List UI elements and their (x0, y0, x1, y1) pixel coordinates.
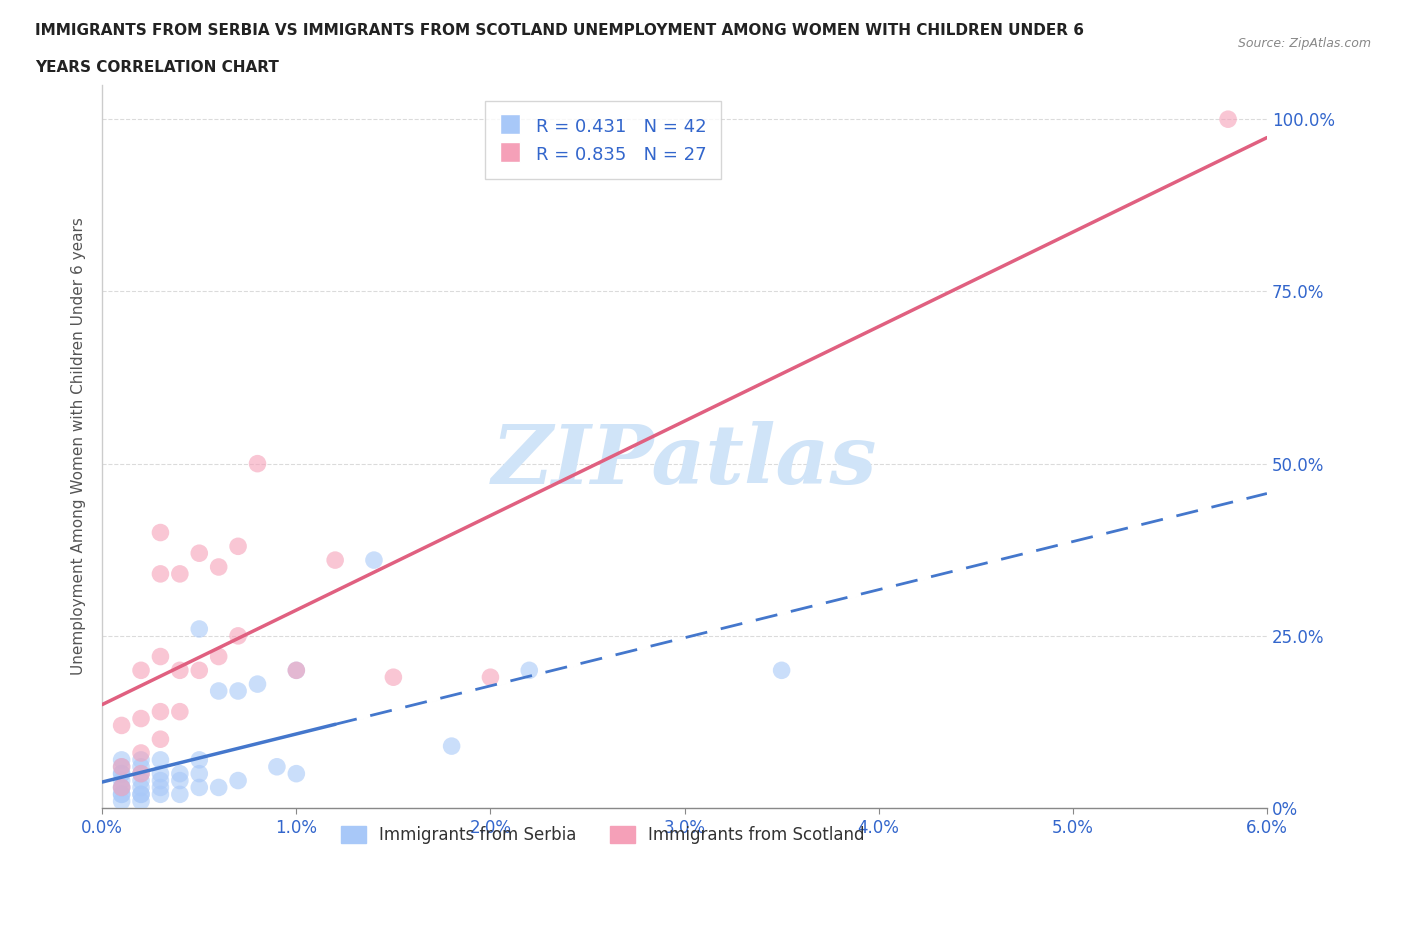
Point (208, 649, 231, 664)
Point (129, 759, 152, 774)
Point (246, 677, 269, 692)
Point (149, 780, 172, 795)
Point (285, 766, 308, 781)
Text: ZIPatlas: ZIPatlas (492, 421, 877, 501)
Point (226, 538, 249, 553)
Point (111, 794, 134, 809)
Point (1216, 112, 1239, 126)
Point (111, 780, 134, 795)
Point (188, 780, 211, 795)
Point (149, 787, 172, 802)
Point (129, 773, 152, 788)
Y-axis label: Unemployment Among Women with Children Under 6 years: Unemployment Among Women with Children U… (72, 218, 86, 675)
Point (111, 718, 134, 733)
Point (208, 684, 231, 698)
Point (323, 552, 346, 567)
Point (129, 766, 152, 781)
Point (169, 663, 191, 678)
Point (129, 663, 152, 678)
Point (149, 773, 172, 788)
Point (226, 684, 249, 698)
Point (111, 780, 134, 795)
Point (149, 525, 172, 540)
Point (149, 766, 172, 781)
Point (169, 566, 191, 581)
Point (479, 670, 502, 684)
Point (285, 663, 308, 678)
Point (111, 780, 134, 795)
Point (149, 752, 172, 767)
Point (111, 752, 134, 767)
Point (111, 759, 134, 774)
Point (226, 629, 249, 644)
Point (111, 787, 134, 802)
Point (188, 766, 211, 781)
Text: Source: ZipAtlas.com: Source: ZipAtlas.com (1237, 37, 1371, 50)
Text: YEARS CORRELATION CHART: YEARS CORRELATION CHART (35, 60, 278, 75)
Point (111, 773, 134, 788)
Point (382, 670, 405, 684)
Point (129, 711, 152, 726)
Point (208, 780, 231, 795)
Point (169, 704, 191, 719)
Point (188, 621, 211, 636)
Point (246, 457, 269, 472)
Point (111, 766, 134, 781)
Point (149, 732, 172, 747)
Point (111, 787, 134, 802)
Point (129, 780, 152, 795)
Point (363, 552, 385, 567)
Point (129, 746, 152, 761)
Point (285, 663, 308, 678)
Point (149, 566, 172, 581)
Point (770, 663, 793, 678)
Point (149, 649, 172, 664)
Point (111, 766, 134, 781)
Point (129, 752, 152, 767)
Point (129, 766, 152, 781)
Point (517, 663, 540, 678)
Legend: Immigrants from Serbia, Immigrants from Scotland: Immigrants from Serbia, Immigrants from … (335, 819, 872, 850)
Point (208, 560, 231, 575)
Point (111, 759, 134, 774)
Point (440, 738, 463, 753)
Point (188, 752, 211, 767)
Point (266, 759, 288, 774)
Point (129, 787, 152, 802)
Point (129, 787, 152, 802)
Point (188, 663, 211, 678)
Point (129, 794, 152, 809)
Point (226, 773, 249, 788)
Point (169, 787, 191, 802)
Text: IMMIGRANTS FROM SERBIA VS IMMIGRANTS FROM SCOTLAND UNEMPLOYMENT AMONG WOMEN WITH: IMMIGRANTS FROM SERBIA VS IMMIGRANTS FRO… (35, 23, 1084, 38)
Point (188, 546, 211, 561)
Point (169, 766, 191, 781)
Point (169, 773, 191, 788)
Point (149, 704, 172, 719)
